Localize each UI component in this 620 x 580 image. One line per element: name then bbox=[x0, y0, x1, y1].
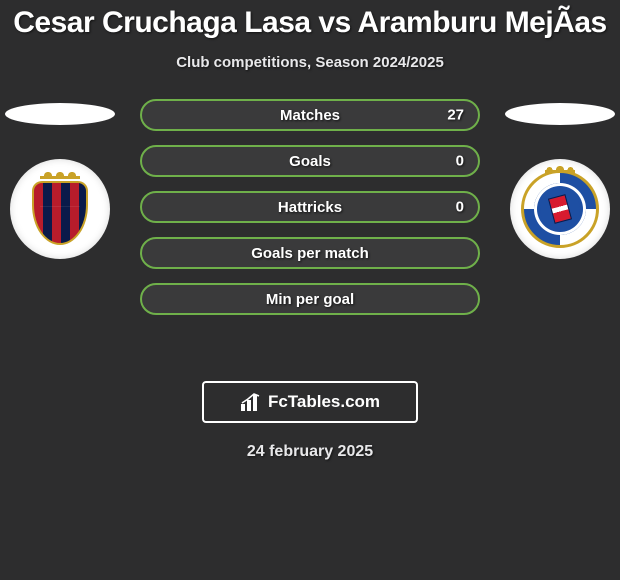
osasuna-crest-icon bbox=[32, 173, 88, 245]
stat-right-value: 0 bbox=[456, 199, 464, 216]
page-subtitle: Club competitions, Season 2024/2025 bbox=[0, 54, 620, 71]
real-sociedad-crest-icon bbox=[521, 170, 599, 248]
page-title: Cesar Cruchaga Lasa vs Aramburu MejÃ­as bbox=[0, 0, 620, 40]
stat-row-hattricks: Hattricks 0 bbox=[140, 191, 480, 223]
stat-label: Min per goal bbox=[266, 291, 354, 308]
right-club-badge bbox=[510, 159, 610, 259]
stat-row-goals-per-match: Goals per match bbox=[140, 237, 480, 269]
left-player-photo-placeholder bbox=[5, 103, 115, 125]
stat-label: Goals per match bbox=[251, 245, 369, 262]
stat-row-goals: Goals 0 bbox=[140, 145, 480, 177]
stat-label: Matches bbox=[280, 107, 340, 124]
right-player-photo-placeholder bbox=[505, 103, 615, 125]
brand-text: FcTables.com bbox=[268, 392, 380, 412]
stat-label: Goals bbox=[289, 153, 331, 170]
brand-badge: FcTables.com bbox=[202, 381, 418, 423]
left-player-column bbox=[0, 99, 120, 259]
right-player-column bbox=[500, 99, 620, 259]
stat-right-value: 0 bbox=[456, 153, 464, 170]
left-club-badge bbox=[10, 159, 110, 259]
bar-chart-icon bbox=[240, 392, 262, 412]
stat-right-value: 27 bbox=[447, 107, 464, 124]
stat-list: Matches 27 Goals 0 Hattricks 0 Goals per… bbox=[140, 99, 480, 329]
stat-row-matches: Matches 27 bbox=[140, 99, 480, 131]
stat-label: Hattricks bbox=[278, 199, 342, 216]
stat-row-min-per-goal: Min per goal bbox=[140, 283, 480, 315]
comparison-arena: Matches 27 Goals 0 Hattricks 0 Goals per… bbox=[0, 99, 620, 359]
as-of-date: 24 february 2025 bbox=[0, 443, 620, 461]
